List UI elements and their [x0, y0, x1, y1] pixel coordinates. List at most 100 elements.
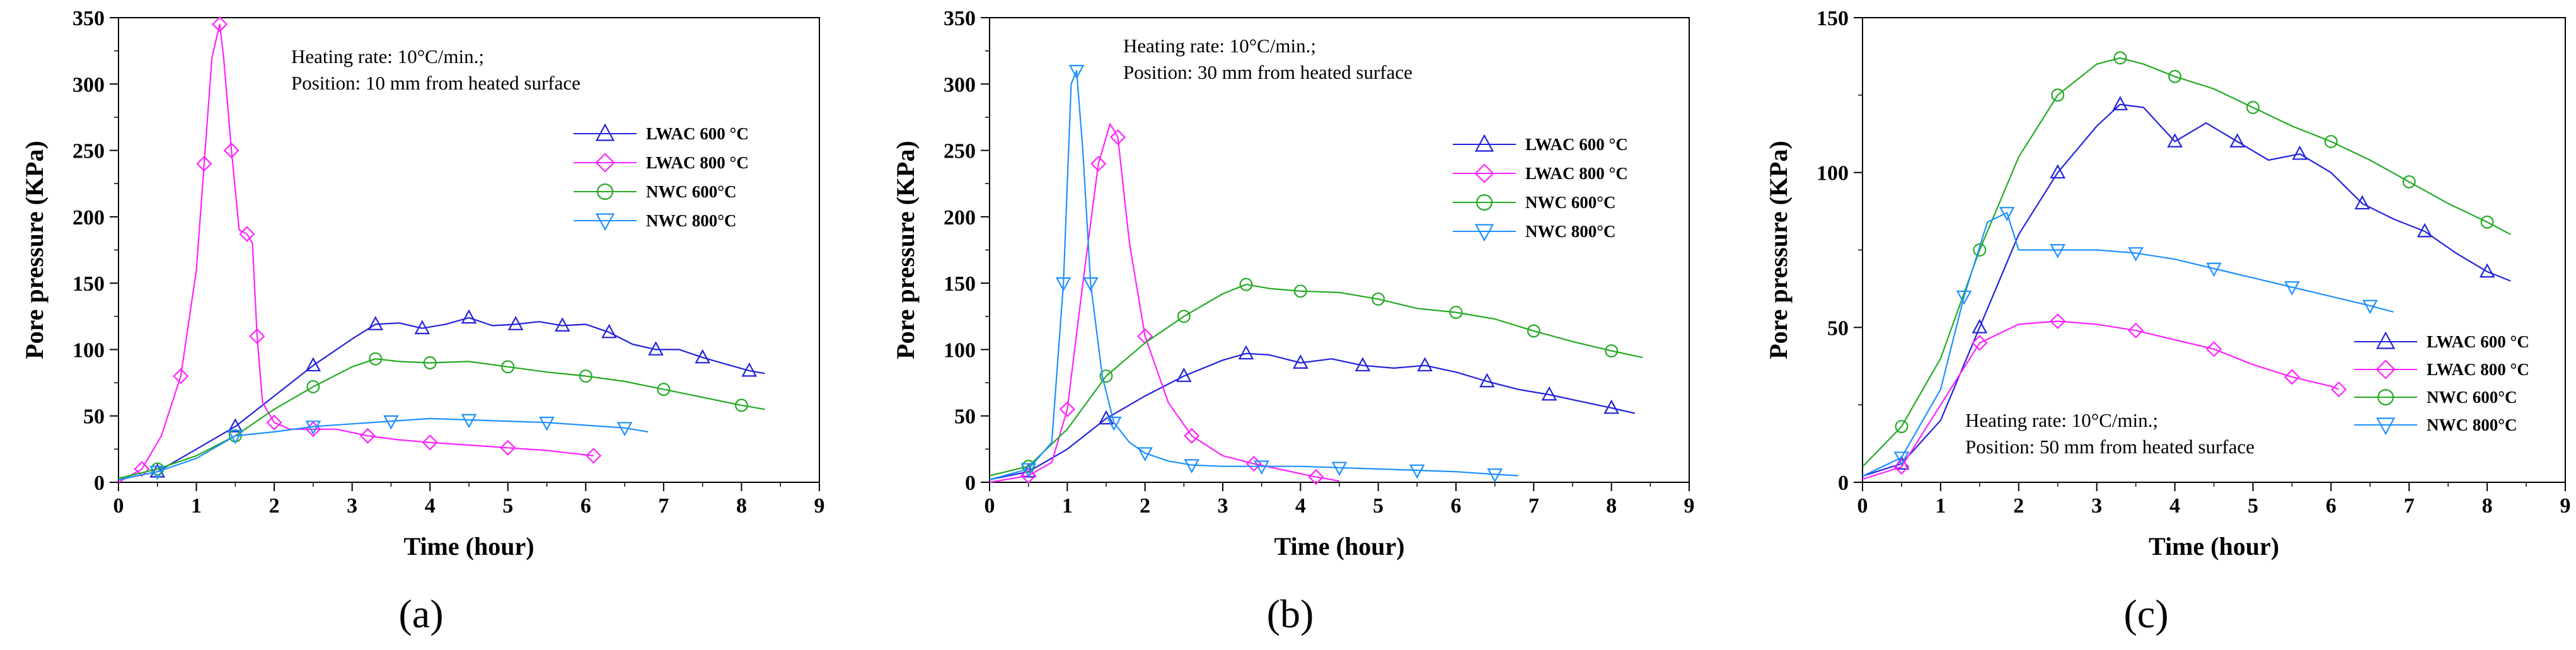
x-tick-label: 6: [1451, 494, 1462, 518]
series-line: [989, 70, 1518, 480]
data-point-marker: [239, 226, 255, 242]
chart-panel-3: 0 1 2 3 4 5 6 7 8 9 0 50 100 150 Time (hour) Pore press…: [1764, 7, 2571, 636]
x-tick-label: 1: [1062, 494, 1073, 518]
x-tick-label: 2: [269, 494, 280, 518]
series-nwc-600-c: [989, 277, 1643, 477]
data-point-marker: [2051, 88, 2065, 102]
data-point-marker: [1238, 345, 1254, 360]
legend: LWAC 600 °C LWAC 800 °C NWC 600°C NWC 800°C: [2354, 331, 2529, 436]
data-point-marker: [383, 415, 399, 430]
data-point-marker: [1083, 277, 1099, 292]
x-tick-label: 3: [1218, 494, 1228, 518]
x-tick-label: 3: [347, 494, 357, 518]
series-line: [989, 352, 1635, 480]
chart-panel-2: 0 1 2 3 4 5 6 7 8 9 0 50 100 150 200 250 300 350 Time (hou…: [891, 7, 1695, 636]
chart-panel-1: 0 1 2 3 4 5 6 7 8 9 0 50 100 150 200 250 300 350 Time (hou…: [20, 7, 825, 636]
data-point-marker: [501, 360, 515, 374]
y-tick-label: 0: [1838, 472, 1849, 495]
x-tick-label: 9: [1684, 494, 1695, 518]
legend-marker: [2377, 388, 2394, 405]
series-line: [1862, 212, 2394, 477]
data-point-marker: [2362, 299, 2378, 315]
y-tick-label: 200: [944, 206, 976, 229]
data-point-marker: [1487, 468, 1503, 483]
series-line: [1862, 57, 2511, 468]
data-point-marker: [1293, 284, 1307, 298]
data-point-marker: [423, 356, 437, 369]
x-tick-label: 3: [2091, 494, 2102, 518]
legend-label: NWC 600°C: [1525, 193, 1616, 212]
data-point-marker: [1541, 386, 1557, 401]
legend-label: NWC 800°C: [1525, 222, 1616, 241]
x-tick-label: 8: [1606, 494, 1617, 518]
x-tick-label: 0: [1857, 494, 1868, 518]
legend-label: LWAC 600 °C: [1525, 135, 1628, 154]
data-point-marker: [1331, 461, 1348, 477]
x-axis-title: Time (hour): [2149, 532, 2279, 560]
x-tick-label: 4: [425, 494, 436, 518]
series-lwac-600-c: [989, 345, 1635, 480]
data-point-marker: [1479, 373, 1495, 388]
legend-marker: [2376, 359, 2396, 380]
data-point-marker: [1308, 469, 1324, 485]
x-tick-label: 5: [502, 494, 513, 518]
annotation-line: Position: 30 mm from heated surface: [1123, 61, 1412, 83]
data-point-marker: [1372, 292, 1385, 306]
data-point-marker: [461, 309, 477, 324]
series-nwc-800-c: [1862, 207, 2394, 477]
data-point-marker: [2168, 69, 2182, 83]
data-point-marker: [554, 317, 570, 332]
data-point-marker: [734, 398, 748, 412]
data-point-marker: [1109, 129, 1126, 146]
x-axis-title: Time (hour): [1274, 532, 1404, 560]
legend-label: NWC 600°C: [646, 182, 737, 201]
legend-label: NWC 600°C: [2427, 388, 2517, 407]
y-tick-label: 250: [72, 140, 105, 163]
data-point-marker: [1895, 420, 1909, 434]
series-nwc-600-c: [1862, 51, 2511, 468]
data-point-marker: [2246, 101, 2260, 114]
data-point-marker: [2050, 244, 2066, 258]
x-tick-label: 4: [2169, 494, 2180, 518]
panel-label: (b): [1267, 591, 1314, 636]
x-tick-label: 9: [814, 494, 825, 518]
data-point-marker: [2229, 133, 2245, 148]
data-point-marker: [657, 383, 671, 397]
data-point-marker: [1137, 447, 1153, 461]
y-tick-label: 300: [72, 73, 105, 96]
series-lwac-600-c: [1862, 96, 2511, 477]
x-tick-label: 8: [736, 494, 747, 518]
legend-marker: [595, 213, 615, 231]
x-tick-label: 7: [2404, 494, 2415, 518]
data-point-marker: [539, 416, 555, 431]
data-point-marker: [2331, 381, 2347, 398]
data-point-marker: [648, 341, 664, 356]
data-point-marker: [507, 316, 524, 330]
x-tick-label: 7: [1528, 494, 1539, 518]
y-tick-label: 150: [944, 272, 976, 296]
x-tick-label: 2: [1140, 494, 1150, 518]
y-tick-label: 100: [72, 339, 105, 362]
series-line: [1862, 320, 2340, 480]
data-point-marker: [1527, 324, 1540, 338]
legend: LWAC 600 °C LWAC 800 °C NWC 600°C NWC 800°C: [1453, 134, 1628, 242]
series-nwc-800-c: [989, 64, 1518, 483]
y-tick-label: 250: [944, 140, 976, 163]
y-axis-title: Pore pressure (KPa): [20, 141, 49, 359]
data-point-marker: [2284, 369, 2300, 385]
x-tick-label: 0: [985, 494, 995, 518]
data-point-marker: [1239, 277, 1253, 291]
x-tick-label: 1: [191, 494, 202, 518]
annotation-line: Position: 10 mm from heated surface: [291, 72, 580, 94]
legend-marker: [1476, 194, 1493, 211]
series-line: [989, 284, 1643, 477]
legend-marker: [1474, 134, 1494, 152]
data-point-marker: [249, 328, 265, 344]
data-point-marker: [1184, 459, 1199, 473]
legend-marker: [1474, 163, 1494, 183]
x-tick-label: 5: [2248, 494, 2258, 518]
data-point-marker: [2206, 262, 2222, 277]
legend-marker: [595, 153, 615, 173]
data-point-marker: [2417, 223, 2433, 238]
